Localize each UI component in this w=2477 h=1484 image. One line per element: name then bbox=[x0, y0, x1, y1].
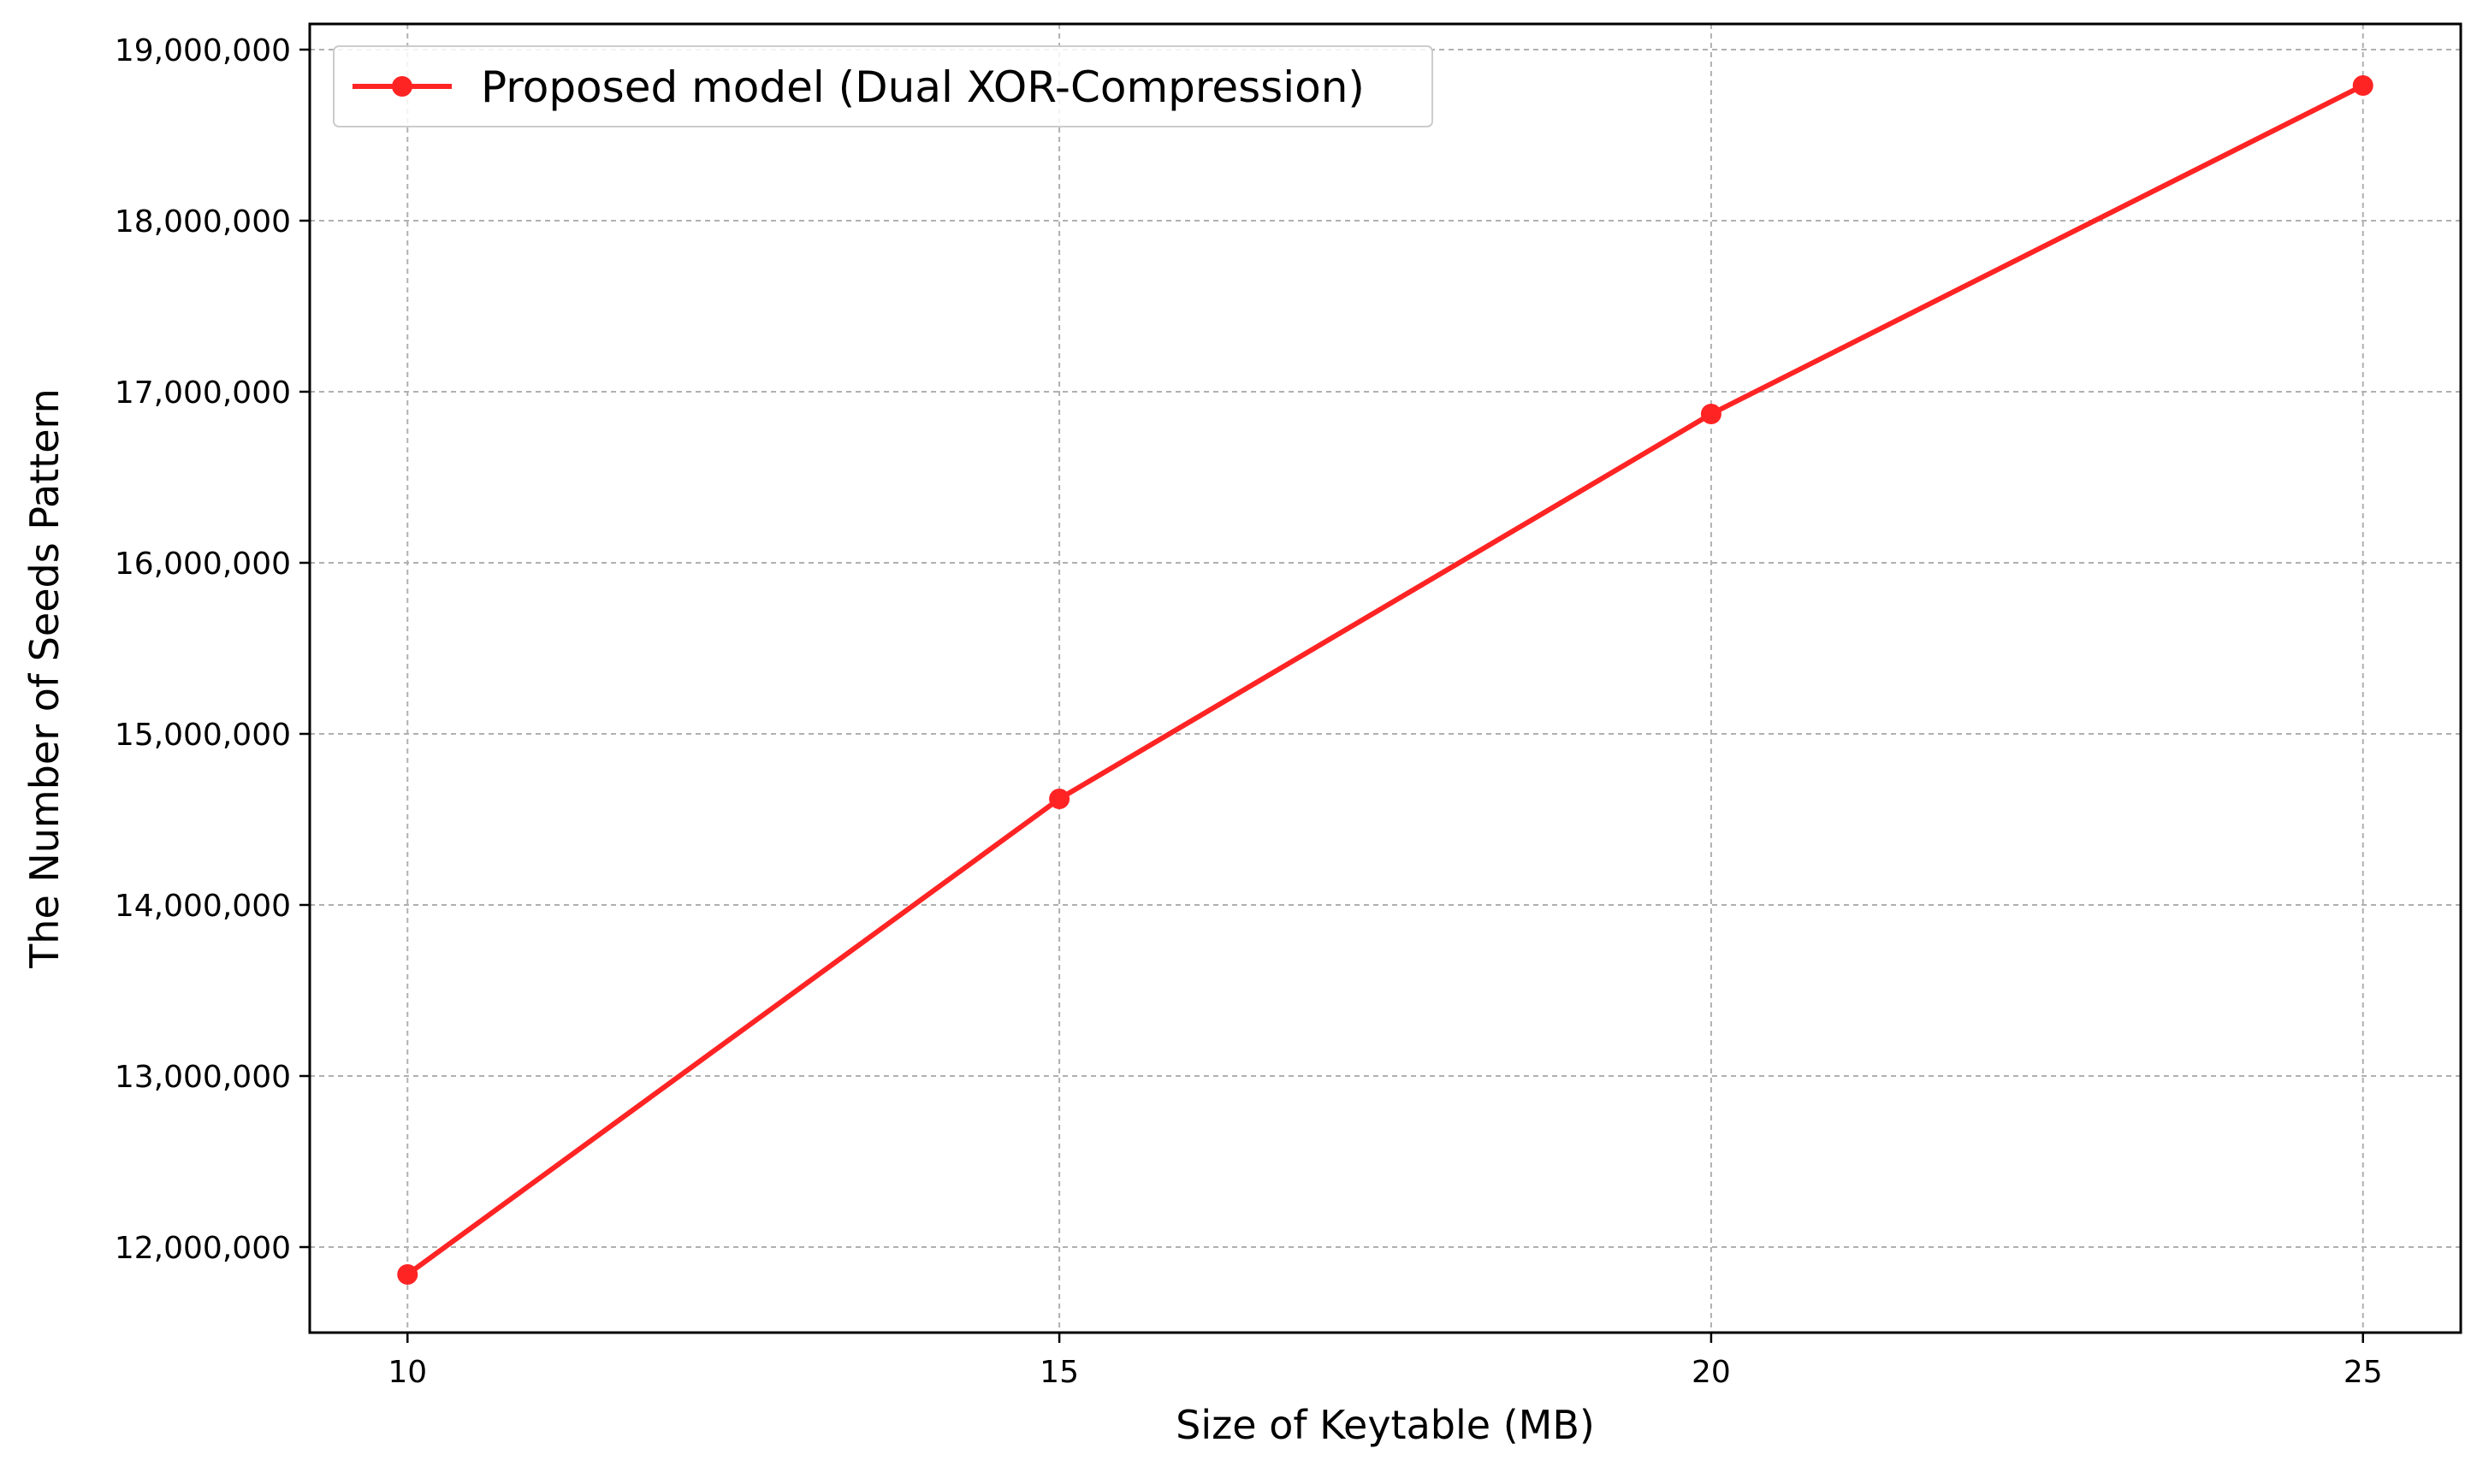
x-tick-label: 20 bbox=[1692, 1355, 1731, 1390]
data-point bbox=[1049, 789, 1070, 809]
x-tick-label: 10 bbox=[388, 1355, 427, 1390]
data-point bbox=[1700, 404, 1721, 424]
series-line bbox=[405, 83, 2366, 1277]
data-point bbox=[397, 1264, 418, 1285]
grid-layer bbox=[310, 24, 2461, 1333]
legend-marker bbox=[392, 76, 412, 97]
data-point bbox=[2352, 75, 2373, 96]
y-tick-label: 18,000,000 bbox=[115, 204, 291, 239]
y-tick-label: 16,000,000 bbox=[115, 547, 291, 582]
y-tick-label: 13,000,000 bbox=[115, 1060, 291, 1095]
legend-label: Proposed model (Dual XOR-Compression) bbox=[481, 62, 1365, 112]
plot-frame bbox=[308, 22, 2462, 1334]
y-tick-label: 14,000,000 bbox=[115, 889, 291, 924]
legend-box bbox=[333, 45, 1433, 127]
y-tick-label: 15,000,000 bbox=[115, 718, 291, 753]
legend: Proposed model (Dual XOR-Compression) bbox=[333, 45, 1433, 127]
axes-layer: 10 15 20 25 12,000,000 13,000,000 14,000,000 15… bbox=[115, 22, 2462, 1390]
series-layer bbox=[397, 75, 2373, 1285]
y-tick-label: 17,000,000 bbox=[115, 375, 291, 411]
x-tick-label: 15 bbox=[1040, 1355, 1079, 1390]
y-axis-label: The Number of Seeds Pattern bbox=[21, 388, 68, 969]
y-tick-label: 19,000,000 bbox=[115, 33, 291, 68]
y-tick-label: 12,000,000 bbox=[115, 1231, 291, 1266]
x-tick-label: 25 bbox=[2344, 1355, 2383, 1390]
x-axis-label: Size of Keytable (MB) bbox=[1176, 1402, 1595, 1448]
